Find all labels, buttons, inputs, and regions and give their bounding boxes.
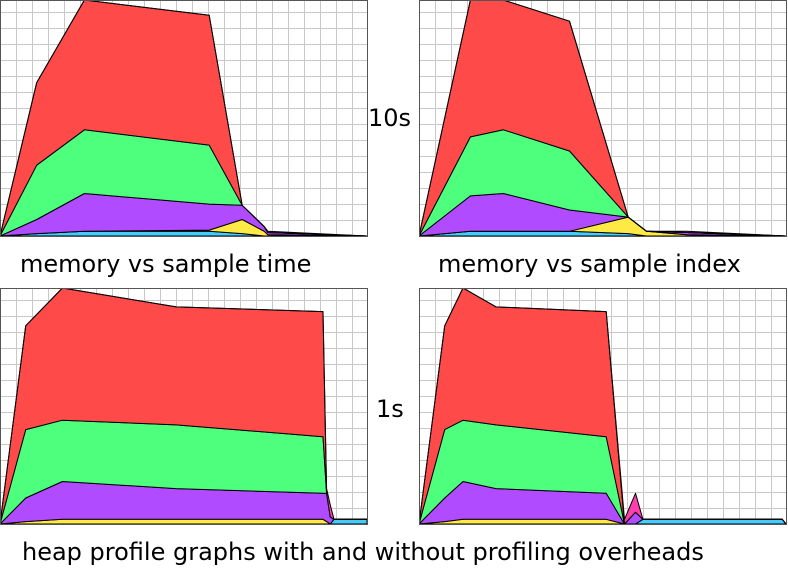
- chart-svg: [419, 288, 787, 525]
- chart-memory-vs-index-10s: [419, 0, 787, 237]
- chart-svg: [0, 0, 368, 237]
- label-row-10s: 10s: [368, 104, 412, 132]
- chart-memory-vs-time-1s: [0, 288, 368, 525]
- label-memory-vs-sample-time: memory vs sample time: [20, 250, 312, 278]
- chart-frame: [0, 288, 368, 525]
- label-row-1s: 1s: [376, 395, 404, 423]
- chart-frame: [419, 0, 787, 237]
- chart-frame: [419, 288, 787, 525]
- chart-svg: [419, 0, 787, 237]
- chart-memory-vs-index-1s: [419, 288, 787, 525]
- label-memory-vs-sample-index: memory vs sample index: [438, 250, 741, 278]
- chart-frame: [0, 0, 368, 237]
- figure-caption: heap profile graphs with and without pro…: [22, 538, 704, 566]
- chart-svg: [0, 288, 368, 525]
- chart-memory-vs-time-10s: [0, 0, 368, 237]
